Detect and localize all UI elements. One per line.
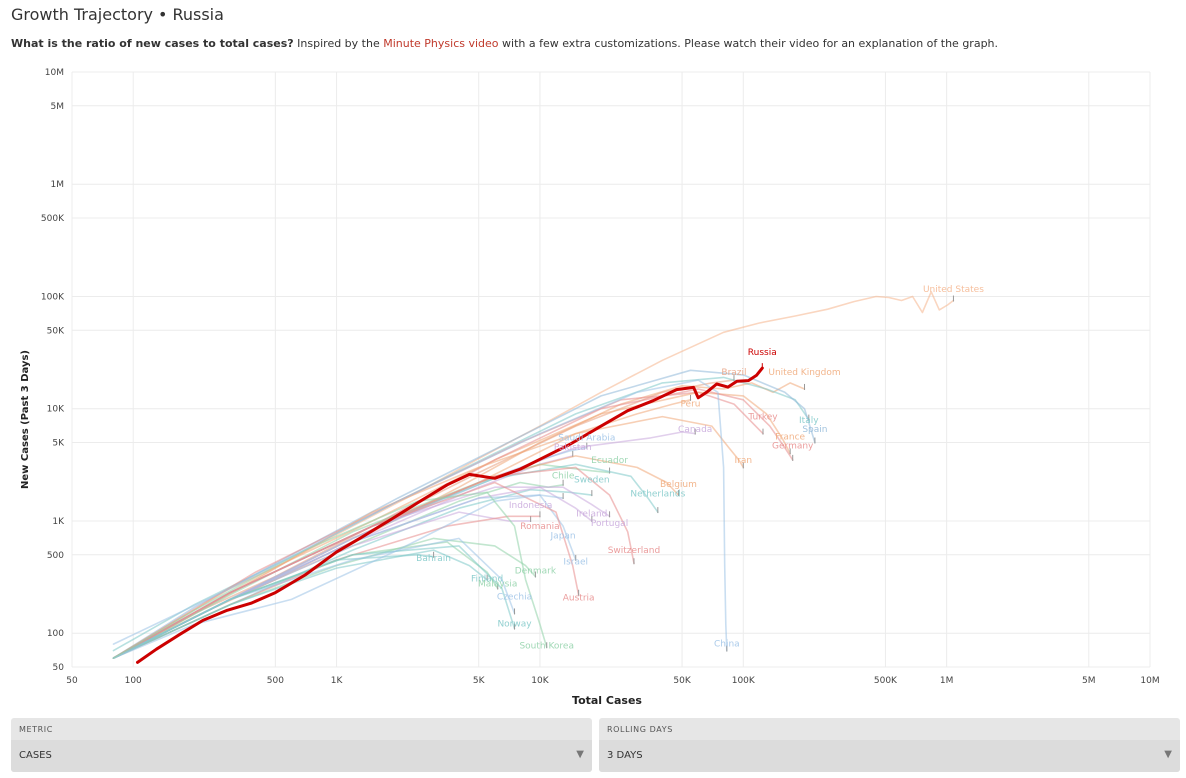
series-label: Netherlands [630,490,685,500]
series-label: Malaysia [478,580,517,590]
series-label: Italy [799,416,819,426]
x-tick-label: 5K [473,676,486,686]
chevron-down-icon: ▼ [1164,749,1172,760]
series-label: Portugal [591,519,628,529]
series-line-brazil [112,379,735,659]
x-tick-label: 5M [1082,676,1096,686]
series-label: Peru [680,399,700,409]
series-label: Saudi Arabia [558,434,615,444]
series-label: China [714,640,740,650]
subtitle-post: with a few extra customizations. Please … [502,37,999,50]
metric-label: METRIC [19,725,53,734]
series-label: Indonesia [509,501,553,511]
series-label: Iran [734,456,752,466]
rolling-days-select[interactable]: 3 DAYS ▼ [599,740,1180,772]
title-separator: • [158,5,168,24]
metric-value: CASES [19,750,52,761]
series-label: Ireland [576,509,607,519]
x-tick-label: 500K [874,676,898,686]
selected-country: Russia [172,5,224,24]
series-label: Turkey [747,413,778,423]
x-tick-label: 100 [125,676,142,686]
series-label: Bahrain [416,554,451,564]
series-label: United States [923,285,984,295]
series-line-norway [112,545,516,659]
series-label: Ecuador [591,456,628,466]
series-label: Spain [802,425,827,435]
series-line-russia [136,366,764,664]
series-label: Romania [520,522,559,532]
series-line-united-states [112,291,955,659]
metric-control: METRIC CASES ▼ [11,718,592,772]
series-label: Brazil [721,368,746,378]
series-label: Japan [550,531,576,541]
rolling-days-label: ROLLING DAYS [607,725,673,734]
series-label: Austria [563,594,595,604]
series-line-spain [112,369,816,659]
y-tick-label: 1K [52,517,65,527]
series-line-austria [112,481,580,659]
y-tick-label: 10K [47,405,65,415]
growth-trajectory-chart: 50 100 500 1K 5K 10K 50K 100K 500K 1M 5M 10M 50 100 50… [20,68,1160,707]
y-tick-label: 1M [51,180,65,190]
x-tick-label: 10K [531,676,549,686]
series-label: United Kingdom [768,368,840,378]
y-tick-label: 100K [41,292,65,302]
page-title-text: Growth Trajectory [11,5,153,24]
series-line-chile [112,481,564,659]
series-label: Norway [497,619,532,629]
y-tick-label: 100 [47,629,64,639]
y-tick-label: 50 [53,663,65,673]
y-tick-label: 500K [41,214,65,224]
y-axis-title: New Cases (Past 3 Days) [20,350,31,489]
x-tick-label: 100K [732,676,756,686]
page-subtitle: What is the ratio of new cases to total … [11,37,998,50]
series-label: Israel [563,557,588,567]
series-label: France [775,433,805,443]
page-title: Growth Trajectory • Russia [11,5,224,24]
series-label: Belgium [660,480,697,490]
series-line-china [112,379,728,652]
y-tick-label: 10M [45,68,64,78]
series-label: Sweden [574,476,610,486]
x-tick-label: 1K [331,676,344,686]
series-label: Denmark [515,567,557,577]
y-tick-label: 50K [47,326,65,336]
series-line-iran [112,415,745,659]
series-label: Switzerland [608,546,661,556]
x-tick-label: 10M [1140,676,1159,686]
subtitle-pre: Inspired by the [297,37,380,50]
minute-physics-link[interactable]: Minute Physics video [383,37,499,50]
series-label: Czechia [497,592,532,602]
x-tick-label: 500 [267,676,284,686]
series-label: Pakistan [554,443,592,453]
x-tick-label: 50K [673,676,691,686]
x-axis-title: Total Cases [572,694,642,707]
rolling-days-control: ROLLING DAYS 3 DAYS ▼ [599,718,1180,772]
y-tick-label: 5K [52,439,65,449]
rolling-days-value: 3 DAYS [607,750,643,761]
series-line-south-korea [112,491,548,659]
metric-select[interactable]: CASES ▼ [11,740,592,772]
series-label: Germany [772,442,814,452]
y-tick-label: 500 [47,551,64,561]
x-tick-label: 1M [940,676,954,686]
x-tick-label: 50 [66,676,78,686]
series-line-finland [112,549,488,659]
series-label: Chile [552,471,575,481]
series-label: Canada [678,425,712,435]
series-label: Russia [748,348,777,358]
series-label: South Korea [519,642,574,652]
chevron-down-icon: ▼ [576,749,584,760]
y-tick-label: 5M [51,102,65,112]
series-line-bahrain [112,553,435,659]
series-label: Finland [471,574,503,584]
subtitle-question: What is the ratio of new cases to total … [11,37,294,50]
